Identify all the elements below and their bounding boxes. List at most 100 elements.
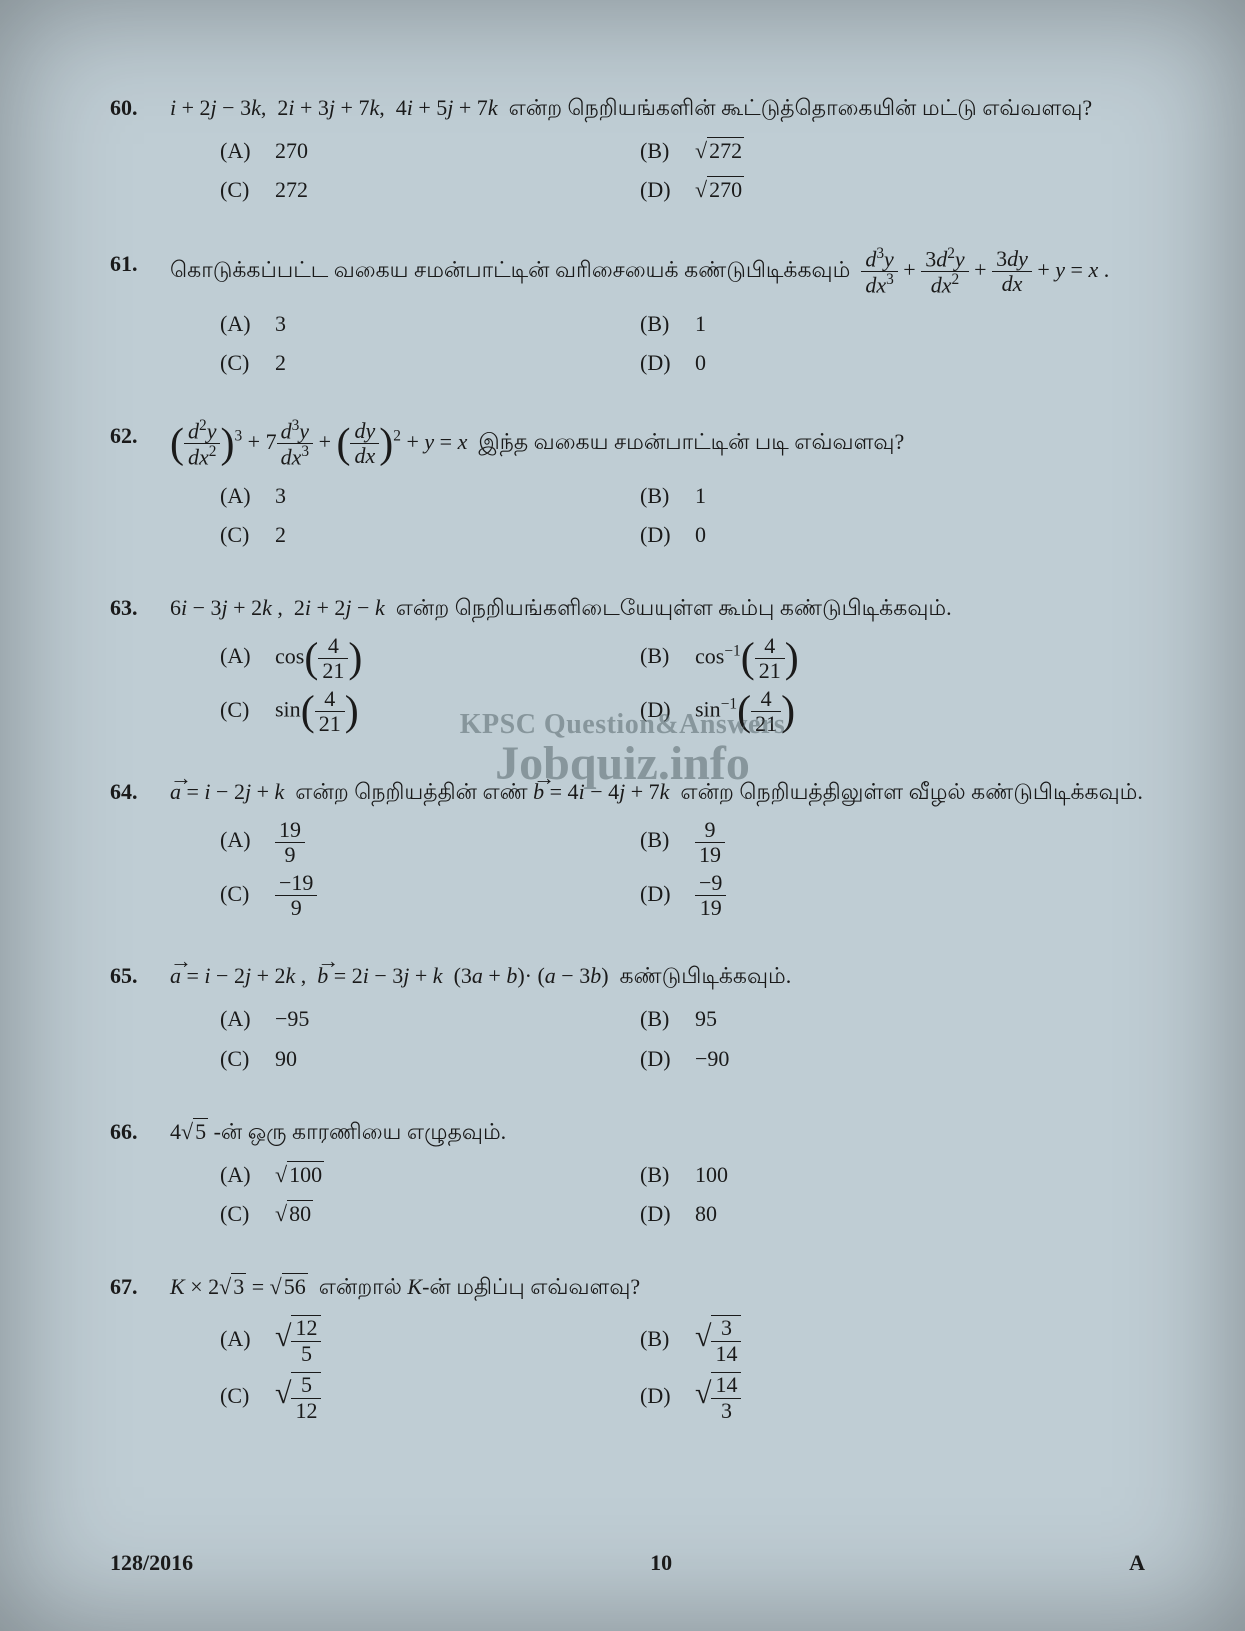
option-b: (B)95	[640, 1001, 717, 1036]
question-text: K × 2√3 = √56 என்றால் K-ன் மதிப்பு எவ்வள…	[170, 1269, 1145, 1304]
option-d: (D)√143	[640, 1370, 741, 1423]
option-a: (A)√100	[220, 1157, 640, 1192]
option-value: √100	[275, 1157, 324, 1192]
option-value: √125	[275, 1313, 321, 1366]
option-d: (D)sin−1(421)	[640, 687, 795, 736]
option-a: (A)−95	[220, 1001, 640, 1036]
question: 60.i + 2j − 3k, 2i + 3j + 7k, 4i + 5j + …	[110, 90, 1145, 208]
option-value: 3	[275, 306, 286, 341]
option-b: (B)1	[640, 478, 706, 513]
option-value: √143	[695, 1370, 741, 1423]
option-d: (D)0	[640, 345, 706, 380]
question: 61.கொடுக்கப்பட்ட வகைய சமன்பாட்டின் வரிசை…	[110, 246, 1145, 380]
options: (A)270(B)√272(C)272(D)√270	[220, 133, 1145, 207]
option-c: (C)2	[220, 345, 640, 380]
option-value: 272	[275, 172, 308, 207]
option-value: 100	[695, 1157, 728, 1192]
option-a: (A)3	[220, 306, 640, 341]
option-b: (B)100	[640, 1157, 728, 1192]
option-b: (B)√314	[640, 1313, 741, 1366]
questions-container: 60.i + 2j − 3k, 2i + 3j + 7k, 4i + 5j + …	[110, 90, 1145, 1423]
option-c: (C)√80	[220, 1196, 640, 1231]
option-a: (A)cos(421)	[220, 634, 640, 683]
question-text: 6i − 3j + 2k , 2i + 2j − k என்ற நெறியங்க…	[170, 590, 1145, 625]
option-value: 0	[695, 517, 706, 552]
option-b: (B)919	[640, 818, 725, 867]
option-label: (B)	[640, 1321, 695, 1356]
option-label: (C)	[220, 1041, 275, 1076]
question-number: 67.	[110, 1269, 170, 1304]
options: (A)3(B)1(C)2(D)0	[220, 306, 1145, 380]
option-d: (D)80	[640, 1196, 717, 1231]
footer-center: 10	[650, 1550, 672, 1576]
option-value: √512	[275, 1370, 321, 1423]
option-d: (D)−90	[640, 1041, 729, 1076]
option-d: (D)−919	[640, 871, 726, 920]
options: (A)√125(B)√314(C)√512(D)√143	[220, 1313, 1145, 1423]
option-value: 919	[695, 818, 725, 867]
option-value: 199	[275, 818, 305, 867]
option-d: (D)√270	[640, 172, 744, 207]
option-label: (A)	[220, 822, 275, 857]
option-value: √270	[695, 172, 744, 207]
option-label: (A)	[220, 478, 275, 513]
option-value: 95	[695, 1001, 717, 1036]
option-label: (D)	[640, 172, 695, 207]
question: 63.6i − 3j + 2k , 2i + 2j − k என்ற நெறிய…	[110, 590, 1145, 736]
option-value: −199	[275, 871, 317, 920]
question-text: 4√5 -ன் ஒரு காரணியை எழுதவும்.	[170, 1114, 1145, 1149]
option-c: (C)√512	[220, 1370, 640, 1423]
option-value: √80	[275, 1196, 313, 1231]
option-label: (A)	[220, 1321, 275, 1356]
option-label: (A)	[220, 1001, 275, 1036]
question: 65.→a = i − 2j + 2k , →b = 2i − 3j + k (…	[110, 958, 1145, 1076]
question-text: i + 2j − 3k, 2i + 3j + 7k, 4i + 5j + 7k …	[170, 90, 1145, 125]
exam-page: KPSC Question&Answers Jobquiz.info 60.i …	[0, 0, 1245, 1631]
option-label: (A)	[220, 306, 275, 341]
option-label: (D)	[640, 517, 695, 552]
option-label: (A)	[220, 638, 275, 673]
option-value: cos(421)	[275, 634, 362, 683]
question-text: (d2ydx2)3 + 7d3ydx3 + (dydx)2 + y = x இந…	[170, 418, 1145, 470]
option-label: (D)	[640, 1196, 695, 1231]
options: (A)3 (B)1 (C)2 (D)0	[220, 478, 1145, 552]
option-value: 0	[695, 345, 706, 380]
option-label: (B)	[640, 306, 695, 341]
question-number: 61.	[110, 246, 170, 281]
option-label: (A)	[220, 1157, 275, 1192]
option-label: (C)	[220, 1378, 275, 1413]
option-label: (C)	[220, 517, 275, 552]
option-label: (C)	[220, 345, 275, 380]
option-label: (C)	[220, 692, 275, 727]
option-value: sin−1(421)	[695, 687, 795, 736]
option-value: cos−1(421)	[695, 634, 799, 683]
option-label: (B)	[640, 133, 695, 168]
question-number: 64.	[110, 774, 170, 809]
question-number: 60.	[110, 90, 170, 125]
option-label: (B)	[640, 1001, 695, 1036]
option-value: √272	[695, 133, 744, 168]
question-number: 62.	[110, 418, 170, 453]
option-b: (B)1	[640, 306, 706, 341]
question: 62.(d2ydx2)3 + 7d3ydx3 + (dydx)2 + y = x…	[110, 418, 1145, 552]
option-label: (D)	[640, 692, 695, 727]
option-value: −90	[695, 1041, 729, 1076]
question-text: கொடுக்கப்பட்ட வகைய சமன்பாட்டின் வரிசையைக…	[170, 246, 1145, 298]
question: 64.→a = i − 2j + k என்ற நெறியத்தின் எண் …	[110, 774, 1145, 920]
option-label: (C)	[220, 876, 275, 911]
option-value: 3	[275, 478, 286, 513]
option-value: −95	[275, 1001, 309, 1036]
option-label: (D)	[640, 876, 695, 911]
options: (A)√100(B)100(C)√80(D)80	[220, 1157, 1145, 1231]
option-label: (A)	[220, 133, 275, 168]
option-b: (B)cos−1(421)	[640, 634, 799, 683]
option-c: (C)272	[220, 172, 640, 207]
option-label: (D)	[640, 1378, 695, 1413]
option-value: √314	[695, 1313, 741, 1366]
option-value: 1	[695, 478, 706, 513]
option-value: sin(421)	[275, 687, 359, 736]
option-label: (D)	[640, 345, 695, 380]
option-value: 2	[275, 517, 286, 552]
option-value: 90	[275, 1041, 297, 1076]
footer-right: A	[1129, 1550, 1145, 1576]
